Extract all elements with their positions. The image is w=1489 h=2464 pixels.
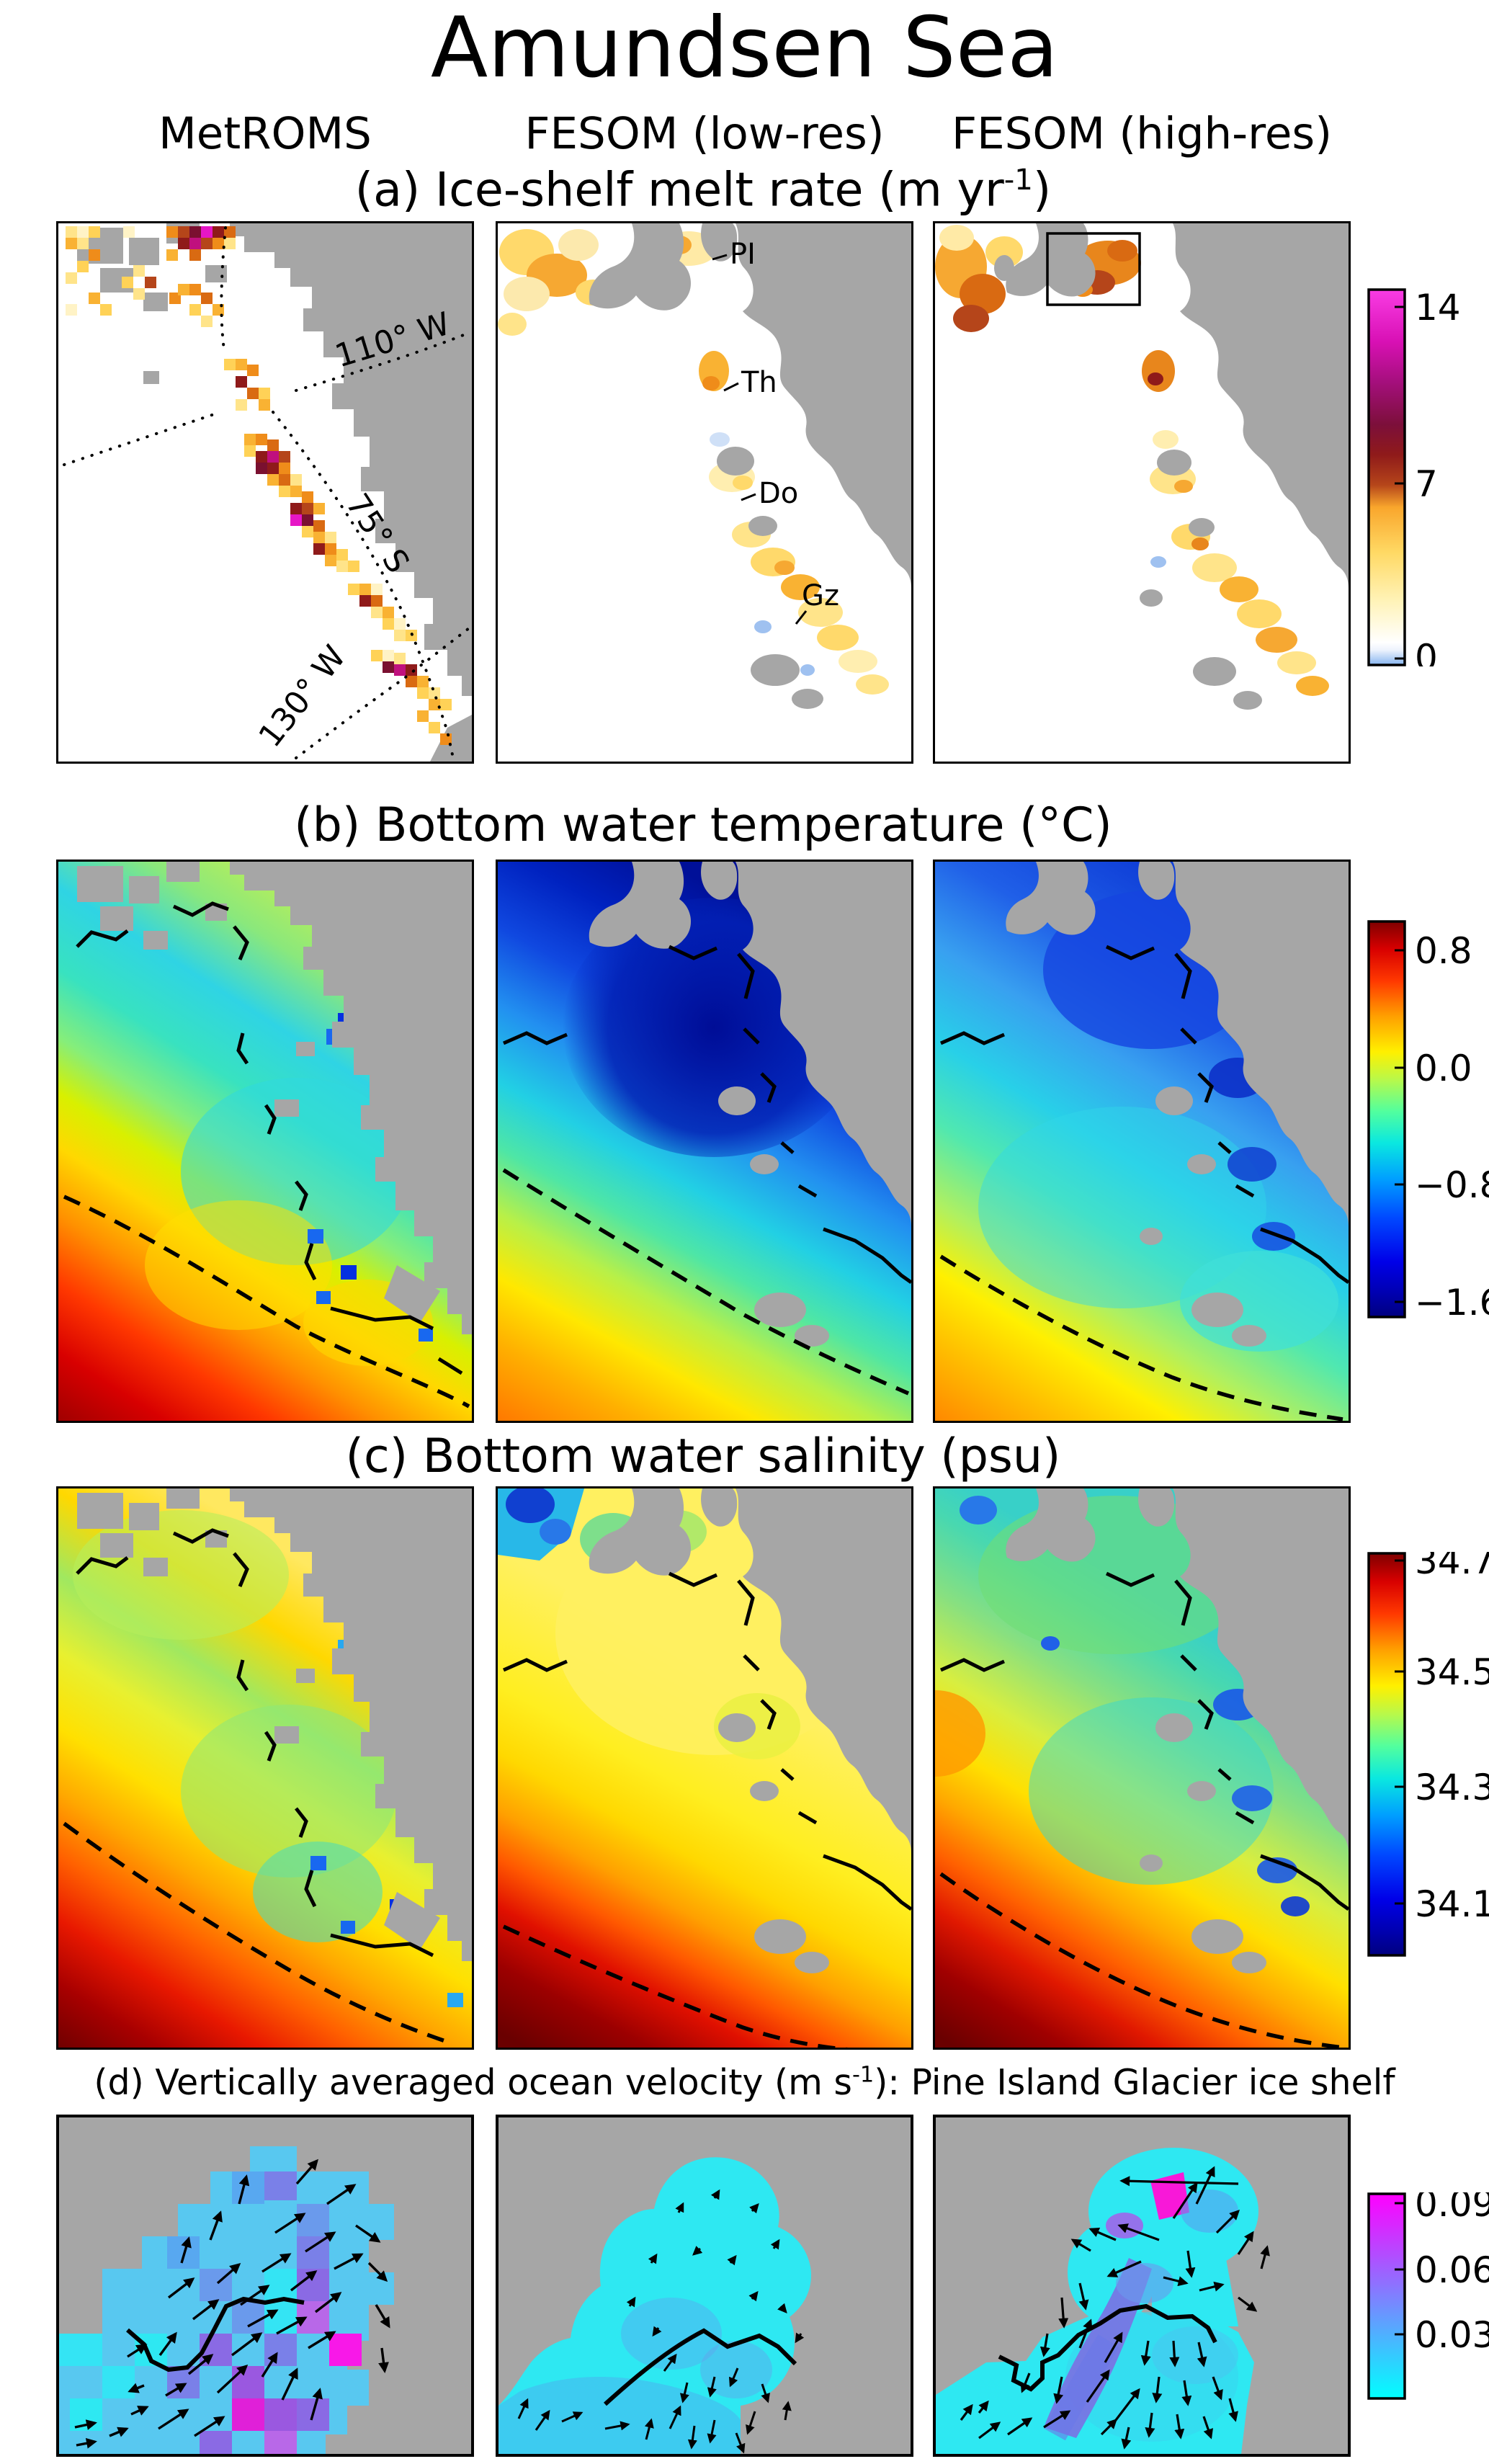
panel-d-fesom-highres bbox=[933, 2115, 1351, 2457]
panel-b-fesom-highres bbox=[933, 860, 1351, 1423]
melt-tick-0: 0 bbox=[1415, 637, 1438, 666]
land-mass bbox=[589, 862, 911, 1347]
vel-tick-0.06: 0.06 bbox=[1415, 2249, 1489, 2291]
land-mass bbox=[77, 1488, 472, 1961]
row-d-title: (d) Vertically averaged ocean velocity (… bbox=[94, 2062, 1395, 2103]
land-mass bbox=[1006, 862, 1349, 1347]
label-pi: PI bbox=[730, 238, 756, 271]
vel-tick-0.09: 0.09 bbox=[1415, 2192, 1489, 2225]
colorbar-velocity: 0.09 0.06 0.03 bbox=[1367, 2192, 1489, 2400]
panel-a-fesom-highres bbox=[933, 221, 1351, 764]
grounding-line bbox=[998, 2303, 1217, 2392]
panel-c-fesom-lowres bbox=[496, 1486, 913, 2050]
temp-tick-0.8: 0.8 bbox=[1415, 930, 1472, 972]
ice-front-contours bbox=[76, 1528, 434, 1958]
melt-rate-field bbox=[935, 225, 1329, 696]
melt-tick-7: 7 bbox=[1415, 463, 1438, 505]
ice-front-contours bbox=[76, 901, 463, 1375]
shelf-break-contour bbox=[939, 1872, 1343, 2048]
velocity-arrows bbox=[74, 2159, 390, 2449]
vel-tick-0.03: 0.03 bbox=[1415, 2314, 1489, 2356]
leader-pi bbox=[712, 254, 728, 261]
colorbar-tick-marks bbox=[1395, 949, 1405, 1303]
temp-tick-neg0.8: −0.8 bbox=[1415, 1164, 1489, 1206]
column-header-fesom-lowres: FESOM (low-res) bbox=[524, 108, 885, 159]
label-gz: Gz bbox=[802, 579, 839, 612]
land-mass bbox=[77, 862, 472, 1334]
colorbar-gradient bbox=[1367, 920, 1406, 1318]
label-130w: 130° W bbox=[251, 639, 353, 754]
ice-front-contours bbox=[939, 1571, 1349, 1911]
melt-tick-14: 14 bbox=[1415, 288, 1461, 329]
panel-d-fesom-lowres bbox=[496, 2115, 913, 2457]
shelf-break-contour bbox=[502, 1168, 910, 1396]
colorbar-melt-rate: 14 7 0 bbox=[1367, 288, 1489, 666]
pine-island-inset-box bbox=[1046, 232, 1141, 306]
colorbar-gradient bbox=[1367, 1552, 1406, 1957]
panel-b-metroms bbox=[56, 860, 474, 1423]
ice-front-contours bbox=[502, 945, 911, 1285]
panel-c-metroms bbox=[56, 1486, 474, 2050]
land-mass bbox=[1006, 1488, 1349, 1973]
colorbar-gradient bbox=[1367, 288, 1406, 666]
colorbar-tick-marks bbox=[1395, 1559, 1405, 1905]
ice-front-contours bbox=[502, 1571, 911, 1911]
label-th: Th bbox=[741, 366, 777, 399]
salt-tick-34.5: 34.5 bbox=[1415, 1651, 1489, 1693]
land-mass bbox=[589, 223, 911, 709]
panel-b-fesom-lowres bbox=[496, 860, 913, 1423]
panel-c-fesom-highres bbox=[933, 1486, 1351, 2050]
leader-gz bbox=[795, 610, 808, 625]
melt-rate-pixels bbox=[66, 226, 452, 745]
row-b-title: (b) Bottom water temperature (°C) bbox=[294, 798, 1112, 852]
leader-do bbox=[741, 493, 756, 501]
ice-front-contours bbox=[939, 945, 1349, 1285]
salt-tick-34.7: 34.7 bbox=[1415, 1552, 1489, 1582]
row-c-title: (c) Bottom water salinity (psu) bbox=[345, 1429, 1061, 1483]
label-do: Do bbox=[759, 477, 798, 510]
shelf-break-contour bbox=[63, 1195, 470, 1409]
column-header-metroms: MetROMS bbox=[158, 108, 372, 159]
colorbar-tick-marks bbox=[1395, 305, 1405, 660]
colorbar-tick-marks bbox=[1395, 2202, 1405, 2336]
velocity-arrows bbox=[517, 2189, 805, 2454]
land-mass bbox=[589, 1488, 911, 1973]
colorbar-temperature: 0.8 0.0 −0.8 −1.6 bbox=[1367, 920, 1489, 1318]
shelf-break-contour bbox=[502, 1924, 849, 2048]
shelf-break-contour bbox=[939, 1254, 1343, 1421]
panel-a-fesom-lowres: PI Th Do Gz bbox=[496, 221, 913, 764]
graticule-dotted-lines bbox=[63, 226, 470, 759]
row-a-title: (a) Ice-shelf melt rate (m yr-1) bbox=[354, 163, 1052, 218]
salt-tick-34.3: 34.3 bbox=[1415, 1767, 1489, 1808]
colorbar-salinity: 34.7 34.5 34.3 34.1 bbox=[1367, 1552, 1489, 1957]
colorbar-gradient bbox=[1367, 2192, 1406, 2400]
land-mass bbox=[994, 223, 1349, 710]
temp-tick-0.0: 0.0 bbox=[1415, 1048, 1472, 1089]
panel-d-metroms bbox=[56, 2115, 474, 2457]
velocity-field bbox=[936, 2148, 1258, 2454]
shelf-break-contour bbox=[63, 1821, 448, 2044]
grounding-line bbox=[126, 2296, 305, 2373]
column-header-fesom-highres: FESOM (high-res) bbox=[951, 108, 1333, 159]
ice-front-line bbox=[603, 2328, 797, 2406]
ice-shelf-labels: PI Th Do Gz bbox=[712, 238, 839, 625]
salt-tick-34.1: 34.1 bbox=[1415, 1883, 1489, 1925]
leader-th bbox=[723, 382, 739, 392]
velocity-arrows bbox=[960, 2166, 1270, 2450]
figure-title: Amundsen Sea bbox=[430, 0, 1059, 97]
temp-tick-neg1.6: −1.6 bbox=[1415, 1282, 1489, 1318]
panel-a-metroms: 110° W 75° S 130° W bbox=[56, 221, 474, 764]
